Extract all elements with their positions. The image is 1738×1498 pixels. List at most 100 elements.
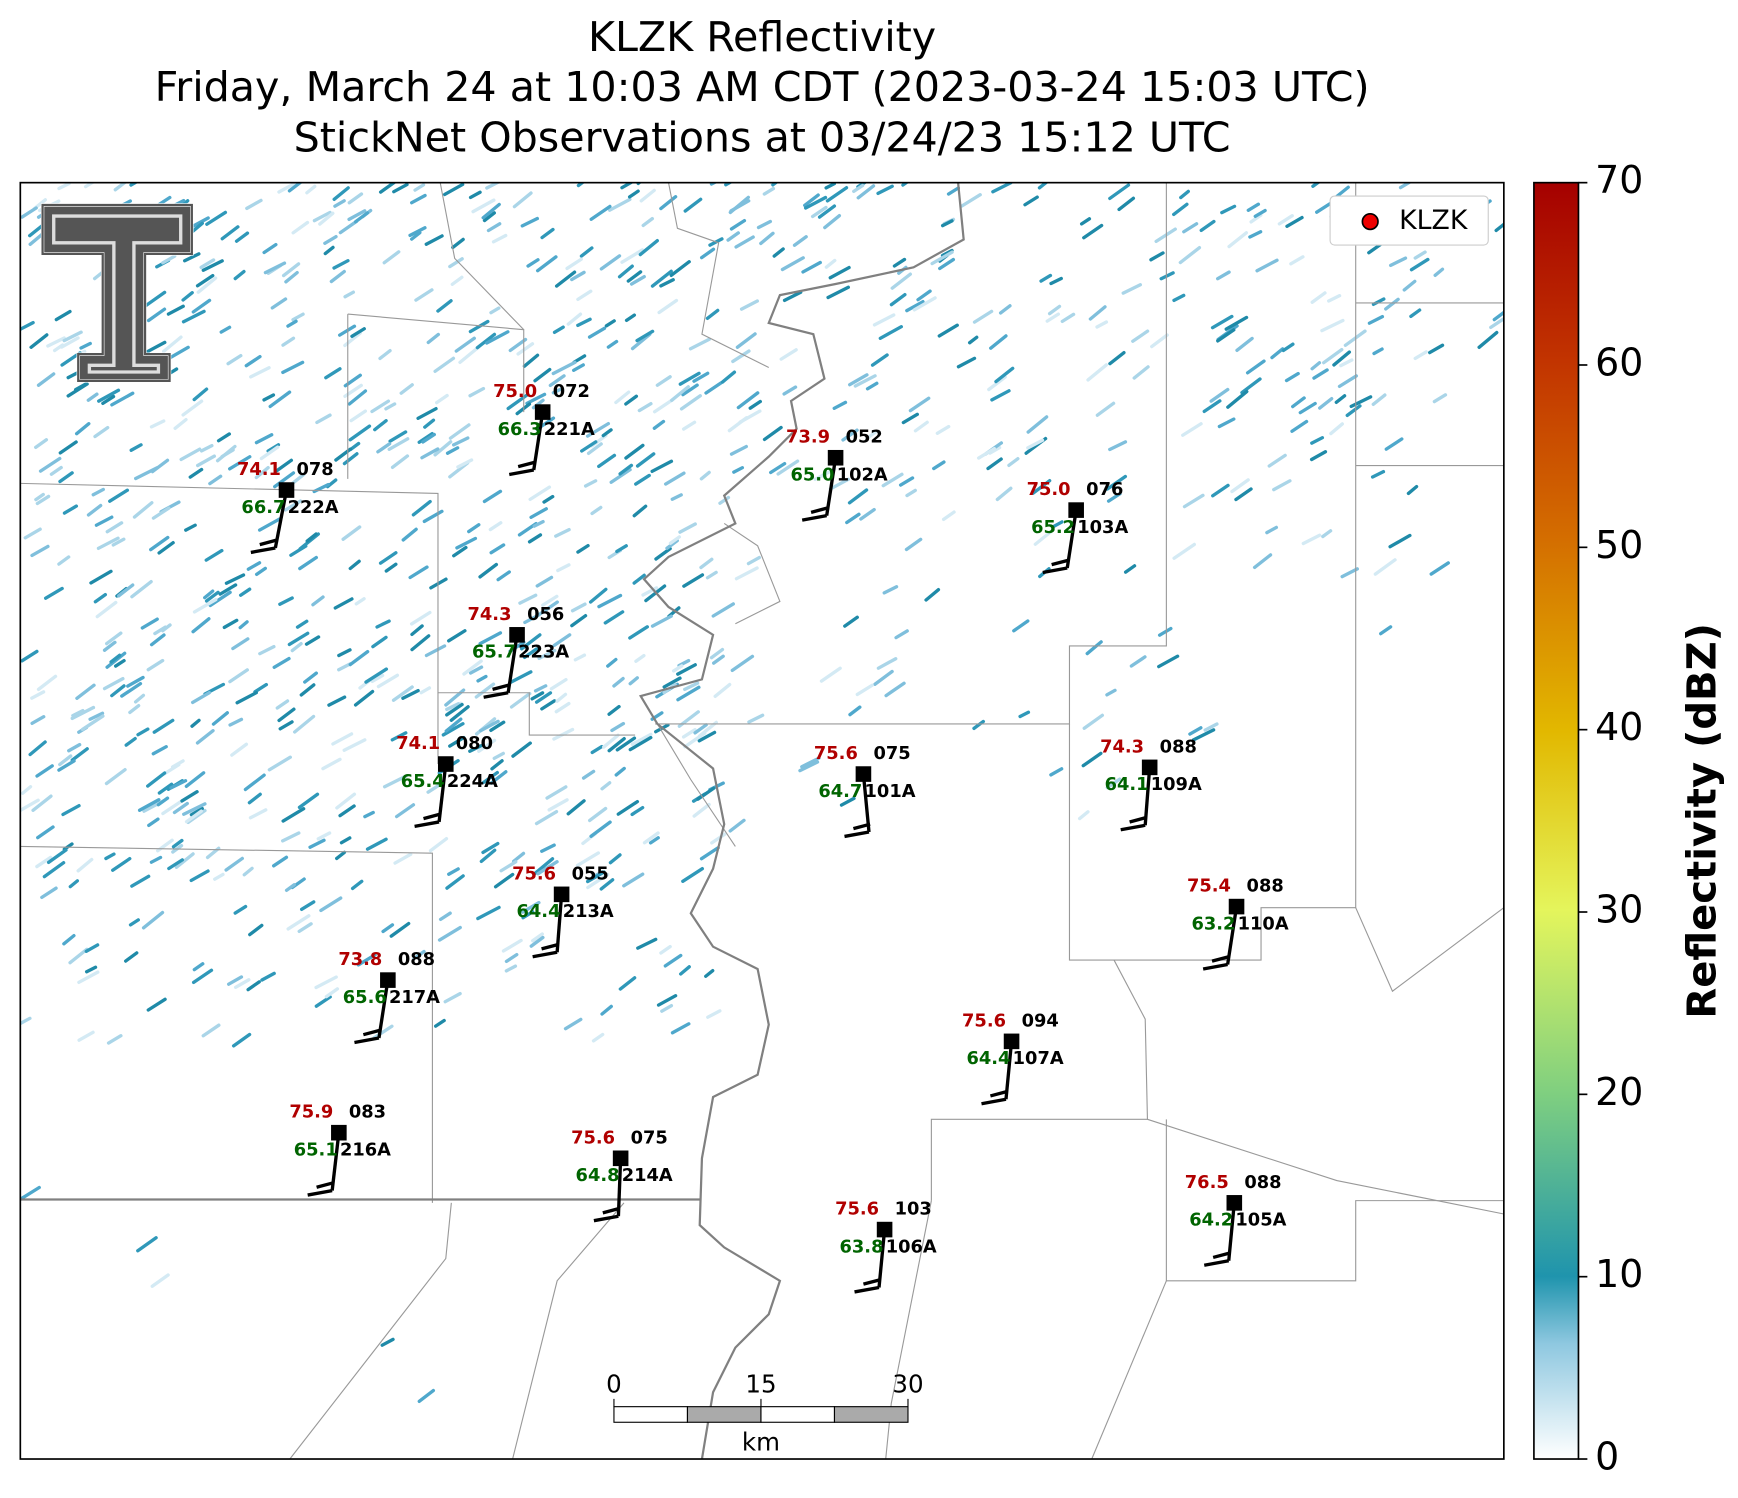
reflectivity-streak bbox=[146, 658, 165, 672]
temperature: 75.0 bbox=[1027, 479, 1071, 500]
reflectivity-streak bbox=[606, 339, 619, 349]
reflectivity-streak bbox=[576, 543, 590, 554]
reflectivity-streak bbox=[1367, 242, 1383, 255]
reflectivity-streak bbox=[856, 184, 876, 200]
reflectivity-streak bbox=[663, 953, 683, 968]
reflectivity-streak bbox=[105, 631, 123, 646]
reflectivity-streak bbox=[536, 860, 559, 876]
reflectivity-streak bbox=[57, 759, 76, 772]
scale-segment bbox=[833, 1406, 909, 1423]
wind-barb bbox=[1129, 815, 1147, 824]
reflectivity-streak bbox=[628, 676, 639, 686]
station-id: 224A bbox=[447, 771, 498, 792]
reflectivity-streak bbox=[551, 360, 577, 376]
reflectivity-streak bbox=[532, 857, 555, 876]
reflectivity-streak bbox=[172, 801, 189, 815]
reflectivity-streak bbox=[342, 738, 367, 752]
reflectivity-streak bbox=[248, 808, 268, 820]
reflectivity-streak bbox=[681, 867, 704, 883]
reflectivity-streak bbox=[278, 720, 294, 731]
reflectivity-streak bbox=[248, 923, 264, 937]
reflectivity-streak bbox=[462, 659, 483, 676]
reflectivity-streak bbox=[443, 182, 465, 197]
reflectivity-streak bbox=[299, 683, 316, 697]
reflectivity-streak bbox=[104, 768, 127, 786]
reflectivity-streak bbox=[607, 736, 626, 753]
reflectivity-streak bbox=[901, 412, 919, 425]
reflectivity-streak bbox=[231, 1032, 252, 1048]
reflectivity-streak bbox=[485, 330, 510, 345]
reflectivity-streak bbox=[540, 227, 555, 240]
reflectivity-streak bbox=[180, 790, 199, 803]
reflectivity-streak bbox=[803, 193, 820, 207]
reflectivity-streak bbox=[380, 1337, 395, 1347]
reflectivity-streak bbox=[134, 466, 159, 481]
reflectivity-streak bbox=[614, 766, 626, 777]
reflectivity-streak bbox=[990, 389, 1011, 402]
legend-marker bbox=[1361, 213, 1379, 231]
reflectivity-streak bbox=[832, 400, 848, 410]
reflectivity-streak bbox=[347, 192, 364, 205]
reflectivity-streak bbox=[986, 457, 1003, 471]
reflectivity-streak bbox=[566, 799, 586, 816]
reflectivity-streak bbox=[609, 467, 632, 484]
pressure: 072 bbox=[553, 381, 590, 402]
wind-barb-staff bbox=[377, 979, 390, 1039]
reflectivity-streak bbox=[995, 486, 1013, 502]
reflectivity-streak bbox=[1123, 564, 1137, 574]
reflectivity-streak bbox=[1121, 283, 1142, 295]
reflectivity-streak bbox=[88, 711, 105, 721]
reflectivity-streak bbox=[554, 270, 577, 288]
reflectivity-streak bbox=[624, 443, 645, 460]
reflectivity-streak bbox=[704, 968, 715, 978]
station-marker bbox=[1003, 1033, 1020, 1050]
reflectivity-streak bbox=[34, 438, 49, 449]
reflectivity-streak bbox=[892, 257, 907, 268]
reflectivity-streak bbox=[181, 399, 204, 417]
reflectivity-streak bbox=[776, 459, 800, 476]
reflectivity-streak bbox=[730, 654, 755, 673]
reflectivity-streak bbox=[1108, 183, 1131, 201]
reflectivity-streak bbox=[636, 182, 642, 186]
reflectivity-streak bbox=[238, 587, 252, 597]
reflectivity-streak bbox=[705, 308, 720, 320]
reflectivity-streak bbox=[354, 597, 366, 606]
reflectivity-streak bbox=[114, 658, 126, 668]
reflectivity-streak bbox=[683, 197, 703, 213]
reflectivity-streak bbox=[1389, 256, 1408, 268]
reflectivity-streak bbox=[188, 467, 204, 479]
reflectivity-streak bbox=[62, 330, 83, 343]
reflectivity-streak bbox=[257, 517, 282, 532]
reflectivity-streak bbox=[501, 938, 523, 953]
reflectivity-streak bbox=[157, 541, 175, 555]
reflectivity-streak bbox=[659, 195, 678, 211]
reflectivity-streak bbox=[839, 796, 856, 807]
reflectivity-streak bbox=[1428, 343, 1445, 355]
reflectivity-streak bbox=[290, 641, 303, 653]
reflectivity-streak bbox=[312, 210, 332, 223]
reflectivity-streak bbox=[697, 730, 717, 743]
dewpoint: 65.1 bbox=[294, 1140, 338, 1161]
pressure: 103 bbox=[895, 1199, 932, 1220]
reflectivity-streak bbox=[30, 690, 46, 700]
reflectivity-streak bbox=[378, 182, 397, 194]
reflectivity-streak bbox=[132, 501, 154, 519]
reflectivity-streak bbox=[587, 326, 607, 339]
reflectivity-streak bbox=[93, 592, 107, 604]
reflectivity-streak bbox=[1051, 520, 1064, 529]
reflectivity-streak bbox=[382, 774, 408, 789]
reflectivity-streak bbox=[349, 441, 361, 452]
reflectivity-streak bbox=[499, 860, 518, 873]
reflectivity-streak bbox=[551, 387, 564, 395]
reflectivity-streak bbox=[912, 296, 937, 312]
reflectivity-streak bbox=[1230, 478, 1250, 494]
reflectivity-streak bbox=[762, 425, 783, 442]
reflectivity-streak bbox=[426, 781, 444, 794]
pressure: 078 bbox=[297, 459, 334, 480]
station-marker bbox=[876, 1221, 893, 1238]
reflectivity-streak bbox=[1253, 208, 1267, 219]
dewpoint: 65.0 bbox=[791, 465, 835, 486]
reflectivity-streak bbox=[189, 869, 210, 883]
reflectivity-streak bbox=[113, 182, 128, 192]
reflectivity-streak bbox=[630, 732, 653, 746]
